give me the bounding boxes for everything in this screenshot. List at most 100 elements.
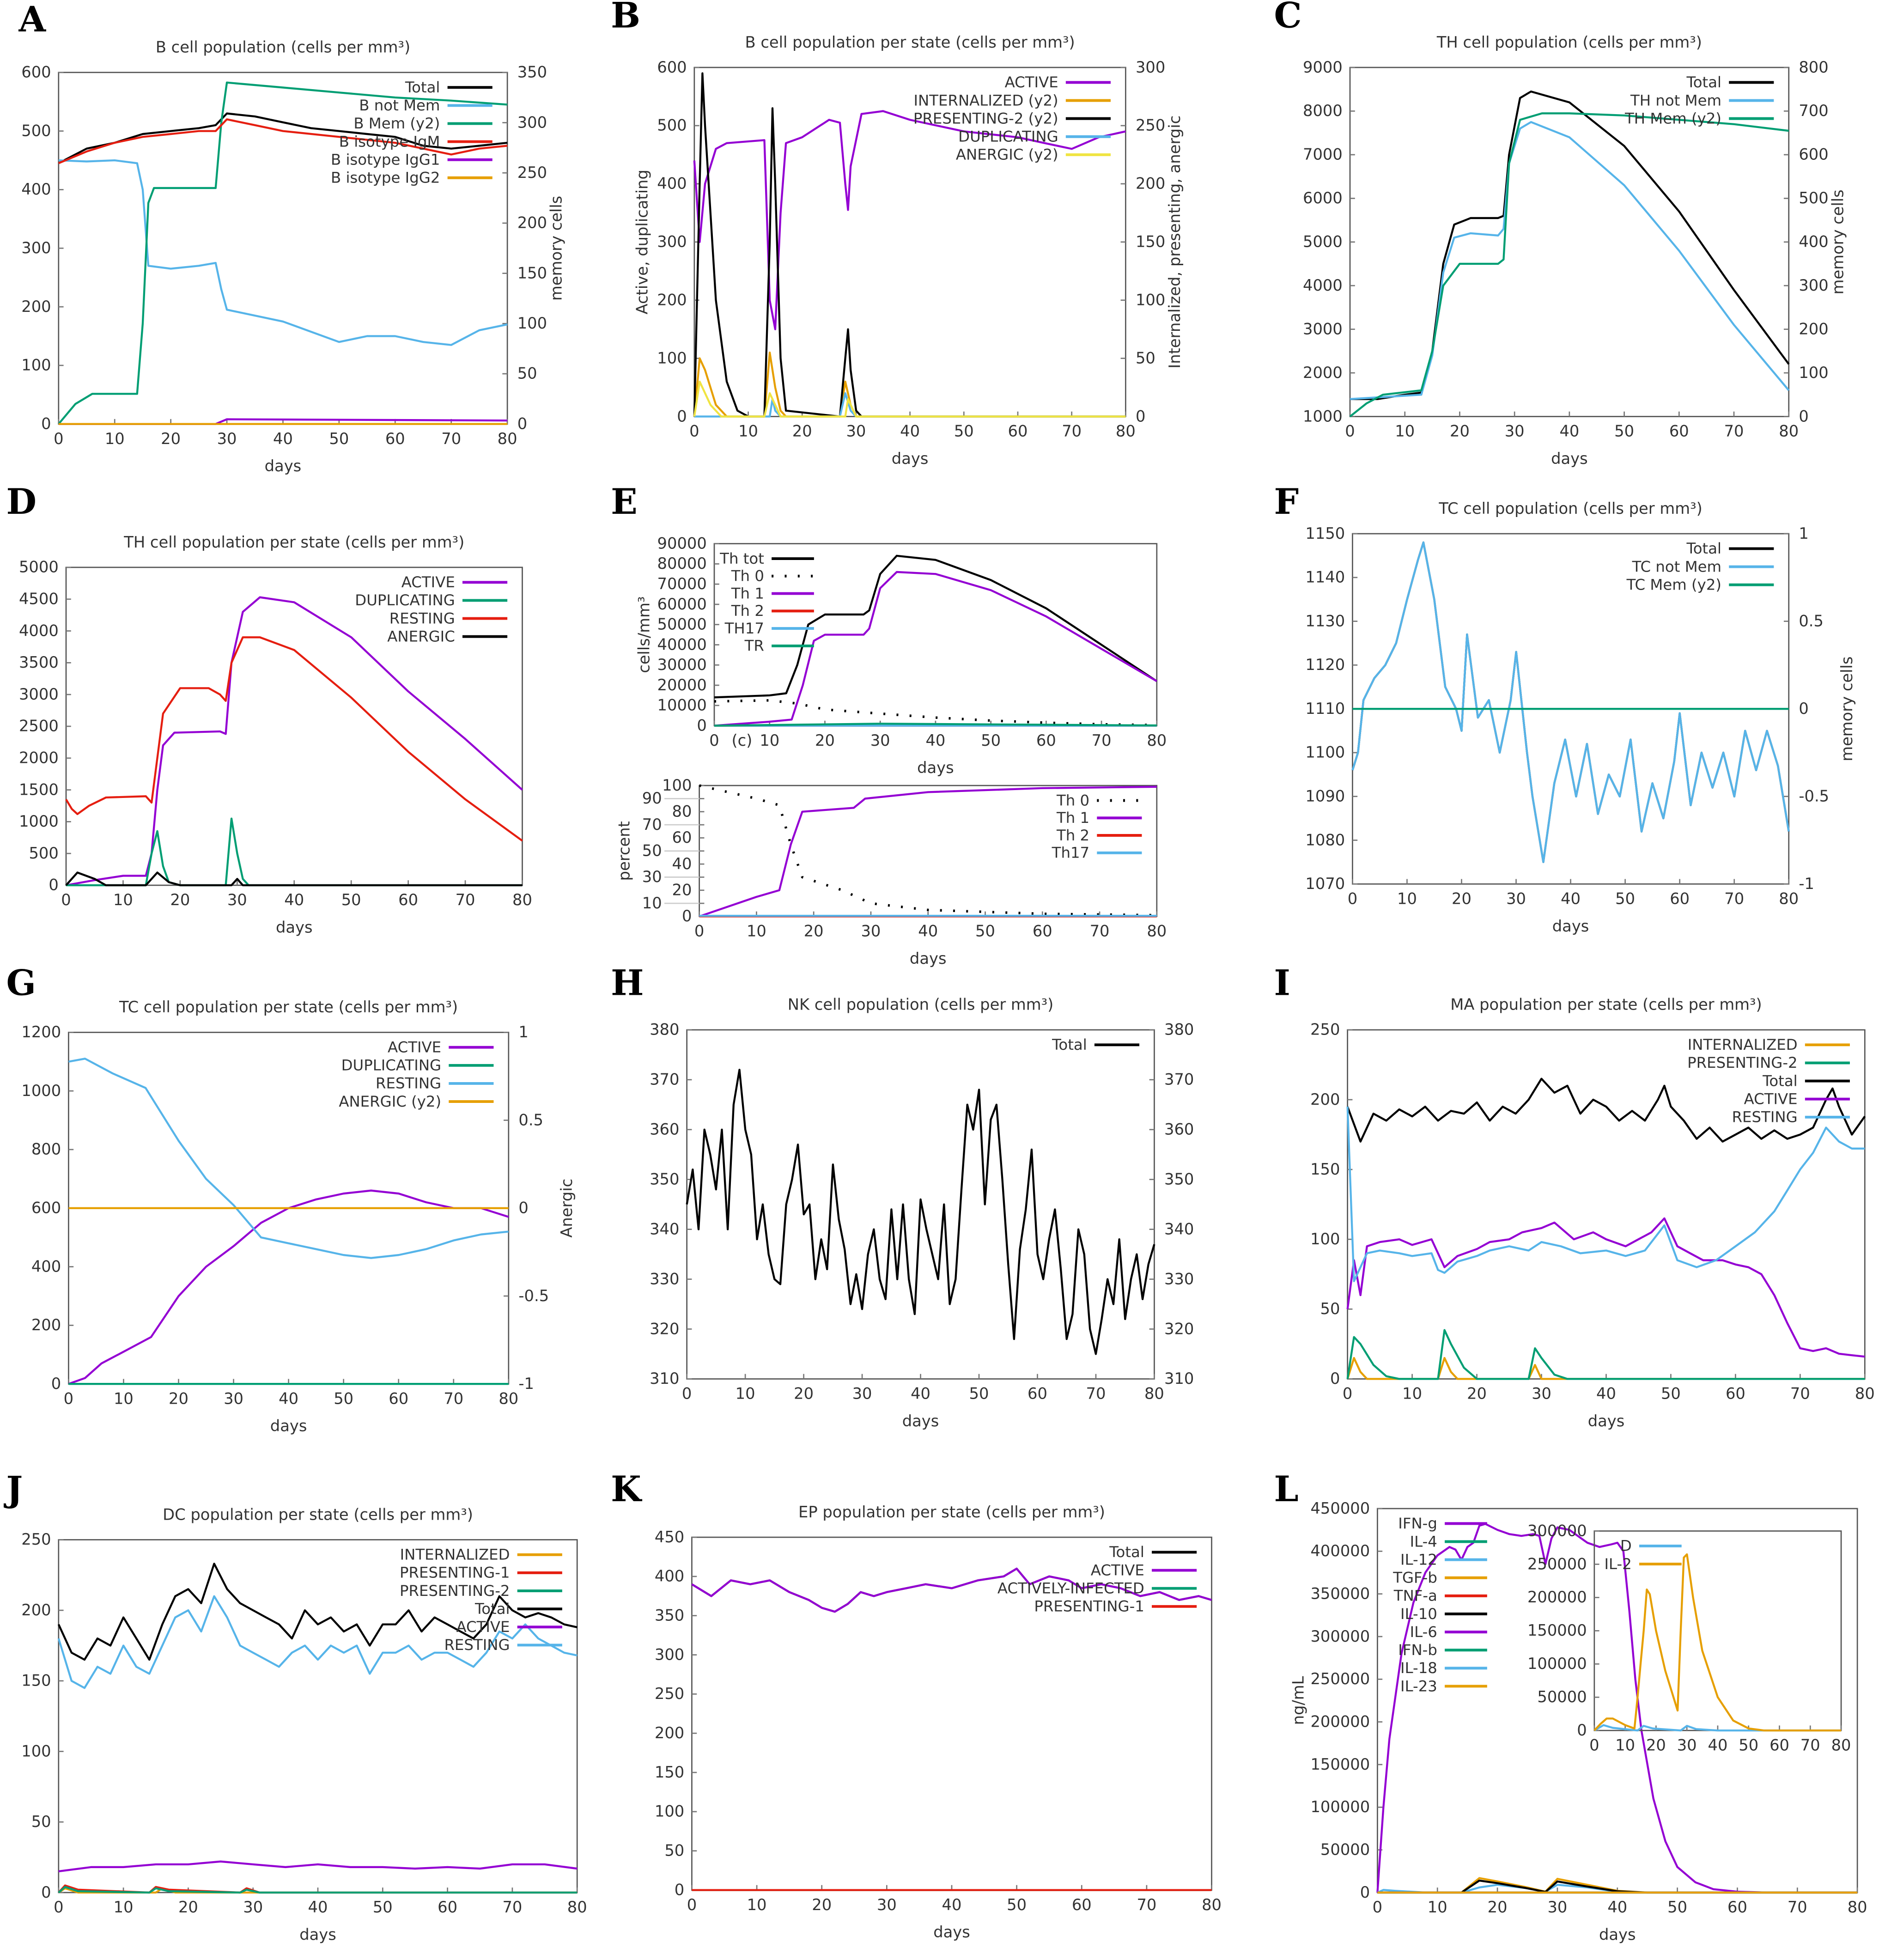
x-tick-label: 60: [1033, 922, 1052, 940]
y-tick-label: 150000: [1527, 1621, 1587, 1639]
legend-item: IL-4: [1410, 1533, 1487, 1550]
series-line-presenting-2-y2-: [693, 72, 1126, 418]
chart-panel: A0 10 20 30 40 50 60 70 800100200300400500600050…: [18, 0, 565, 475]
legend-label: TNF-a: [1393, 1587, 1437, 1605]
legend-label: Total: [1686, 73, 1721, 91]
y-tick-label: 80: [672, 803, 692, 821]
legend-label: TGF-b: [1392, 1569, 1437, 1587]
legend-item: B Mem (y2): [353, 115, 493, 132]
x-axis-label: days: [1551, 450, 1588, 468]
y-tick-label: 500: [21, 122, 51, 140]
x-tick-label: 50: [981, 731, 1001, 749]
panel-letter: E: [611, 481, 638, 522]
series-line-internalized: [1346, 1357, 1865, 1380]
y-tick-label: 60: [672, 828, 692, 846]
legend-item: B isotype IgM: [339, 133, 493, 150]
y-tick-label: 200: [21, 1601, 51, 1619]
x-tick-label: 50: [1667, 1898, 1687, 1916]
panel-letter: F: [1274, 481, 1299, 522]
x-tick-label: 80: [1147, 922, 1167, 940]
x-axis-label: days: [1599, 1926, 1636, 1944]
legend-item: Total: [474, 1600, 562, 1618]
y-tick-label: 1080: [1305, 831, 1345, 849]
x-tick-label: 30: [1547, 1898, 1567, 1916]
legend-item: TH17: [724, 620, 814, 637]
y2-axis-label: Anergic: [558, 1179, 576, 1238]
x-tick-label: 0: [687, 1896, 697, 1914]
legend-label: TH not Mem: [1630, 91, 1721, 109]
panel-letter: J: [3, 1468, 23, 1510]
y-tick-label: 70000: [657, 575, 707, 593]
x-axis-label: days: [1552, 917, 1589, 935]
x-tick-label: 70: [1724, 422, 1744, 440]
panel-letter: H: [611, 962, 644, 1003]
x-tick-label: 60: [1670, 889, 1690, 907]
y2-tick-label: 0.5: [1799, 612, 1824, 630]
legend-label: INTERNALIZED: [1688, 1036, 1798, 1053]
x-tick-label: 60: [1036, 731, 1056, 749]
x-tick-label: 10: [113, 891, 133, 909]
x-tick-label: 80: [567, 1898, 587, 1916]
y-tick-label: 150: [655, 1763, 684, 1781]
legend-item: IL-23: [1400, 1677, 1487, 1695]
series-line-anergic-y2-: [693, 380, 1126, 418]
legend-item: Th 1: [1056, 809, 1142, 827]
x-tick-label: 0: [54, 430, 63, 448]
legend-label: ACTIVE: [456, 1618, 510, 1636]
legend-label: TH17: [724, 620, 764, 637]
y-tick-label: 3500: [19, 653, 59, 671]
x-tick-label: 50: [975, 922, 995, 940]
legend-item: IFN-b: [1398, 1641, 1487, 1659]
legend-item: PRESENTING-2 (y2): [913, 110, 1111, 127]
series-line-ifn-g: [1376, 1523, 1858, 1894]
legend-item: RESTING: [444, 1636, 562, 1654]
legend-item: PRESENTING-1: [1034, 1598, 1197, 1615]
x-tick-label: 0: [1373, 1898, 1382, 1916]
y-tick-label: 400000: [1310, 1542, 1370, 1560]
legend-item: INTERNALIZED: [400, 1546, 562, 1564]
x-axis-label: days: [299, 1926, 336, 1944]
x-tick-label: 70: [1090, 922, 1110, 940]
y-tick-label: 250: [1310, 1021, 1340, 1039]
y-tick-label: 500: [29, 844, 58, 862]
legend-label: PRESENTING-2 (y2): [913, 110, 1058, 127]
y-tick-label: 9000: [1303, 58, 1343, 76]
y-tick-label: 20000: [657, 676, 707, 694]
y-tick-label: 300000: [1527, 1522, 1587, 1540]
legend-label: Total: [474, 1600, 510, 1618]
y-tick-label: 0: [682, 907, 692, 925]
y-tick-label: 450000: [1310, 1499, 1370, 1517]
legend-item: B isotype IgG2: [331, 169, 493, 187]
y-tick-label: 200: [31, 1316, 61, 1334]
x-tick-label: 30: [1505, 422, 1525, 440]
x-tick-label: 20: [1646, 1736, 1666, 1754]
y-tick-label: 300: [657, 233, 687, 251]
x-tick-label: 0: [682, 1385, 692, 1403]
y2-tick-label: 0: [1799, 407, 1808, 425]
x-tick-label: 50: [373, 1898, 393, 1916]
y2-axis-label: Internalized, presenting, anergic: [1166, 116, 1184, 369]
x-tick-label: 10: [114, 1389, 134, 1407]
legend-item: Th 0: [1056, 791, 1142, 809]
y-tick-label: 3000: [19, 685, 59, 703]
x-tick-label: 10: [760, 731, 779, 749]
y-tick-label: 200000: [1310, 1712, 1370, 1730]
x-axis-label: days: [902, 1412, 939, 1430]
y2-tick-label: 200: [517, 214, 547, 232]
legend-label: Total: [1762, 1072, 1798, 1090]
x-tick-label: 60: [1769, 1736, 1789, 1754]
legend-item: D: [1620, 1537, 1682, 1555]
plot-frame: [713, 543, 1158, 726]
series-line-th-mem-y2-: [1349, 112, 1789, 418]
x-tick-label: 60: [398, 891, 418, 909]
legend-item: TH not Mem: [1630, 91, 1774, 109]
chart-panel: 0 10 20 30 40 50 60 70 80 0 50000 100000 150000 20000…: [1527, 1522, 1851, 1754]
x-tick-label: 40: [900, 422, 920, 440]
y2-tick-label: 380: [1164, 1021, 1194, 1039]
legend-label: ACTIVE: [388, 1038, 441, 1056]
legend-label: TC not Mem: [1632, 558, 1721, 575]
y-tick-label: 5000: [1303, 233, 1343, 251]
x-tick-label: 50: [1739, 1736, 1758, 1754]
y-tick-label: 400: [655, 1567, 684, 1585]
y-tick-label: 3000: [1303, 320, 1343, 338]
